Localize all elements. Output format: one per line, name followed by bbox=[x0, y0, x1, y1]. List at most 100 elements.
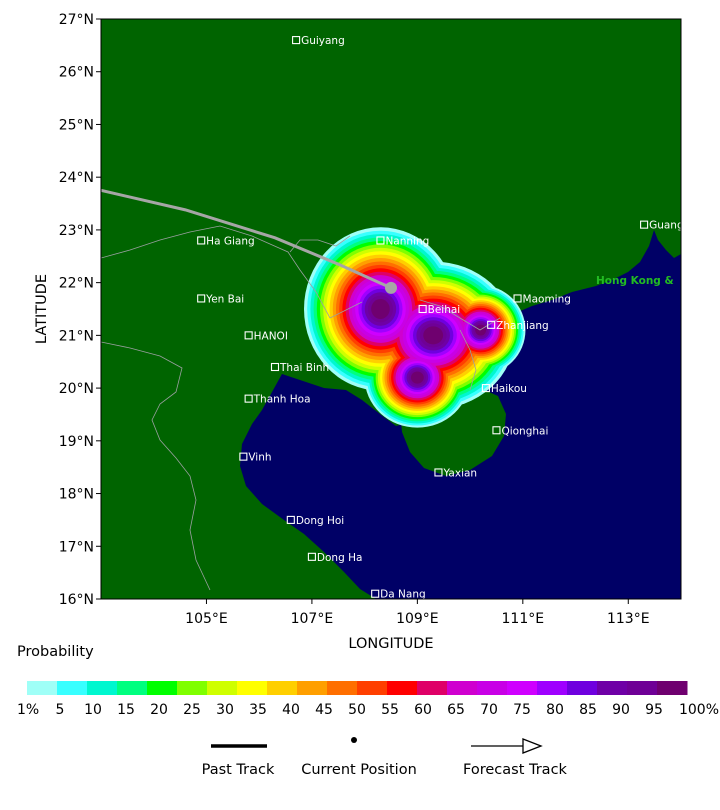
city-label: Thai Binh bbox=[279, 362, 329, 374]
city-label: Haikou bbox=[491, 383, 527, 395]
colorbar-swatch bbox=[537, 681, 568, 695]
longitude-axis: 105°E 107°E 109°E 111°E 113°E bbox=[185, 599, 650, 627]
colorbar-label: 40 bbox=[282, 702, 300, 718]
x-axis-title: LONGITUDE bbox=[348, 636, 433, 652]
lat-tick-label: 21°N bbox=[59, 328, 94, 344]
city-label: Yaxian bbox=[442, 467, 477, 479]
colorbar-label: 20 bbox=[150, 702, 168, 718]
colorbar-label: 25 bbox=[183, 702, 201, 718]
city-label: Da Nang bbox=[380, 589, 425, 601]
city-label: HANOI bbox=[254, 330, 288, 342]
colorbar-label: 5 bbox=[56, 702, 65, 718]
colorbar-swatch bbox=[627, 681, 658, 695]
city-label: Dong Hoi bbox=[296, 515, 344, 527]
colorbar-label: 50 bbox=[348, 702, 366, 718]
city-marker bbox=[640, 220, 649, 229]
city-marker bbox=[487, 320, 496, 329]
colorbar-swatch bbox=[657, 681, 688, 695]
colorbar-swatch bbox=[597, 681, 628, 695]
current-position-key-label: Current Position bbox=[301, 762, 417, 778]
colorbar-swatch bbox=[237, 681, 268, 695]
colorbar-label: 75 bbox=[513, 702, 531, 718]
current-position-key-dot bbox=[351, 737, 357, 743]
past-track-key-label: Past Track bbox=[202, 762, 275, 778]
lat-tick-label: 25°N bbox=[59, 117, 94, 133]
city-label: Beihai bbox=[428, 304, 461, 316]
city-marker bbox=[197, 294, 206, 303]
lat-tick-label: 23°N bbox=[59, 223, 94, 239]
city-marker bbox=[244, 394, 253, 403]
lat-tick-label: 24°N bbox=[59, 170, 94, 186]
probability-band bbox=[423, 326, 444, 345]
colorbar-swatch bbox=[207, 681, 238, 695]
colorbar-swatch bbox=[267, 681, 298, 695]
colorbar-label: 95 bbox=[645, 702, 663, 718]
colorbar-label: 1% bbox=[17, 702, 39, 718]
city-label: Guangzhou bbox=[649, 220, 709, 232]
colorbar-swatch bbox=[417, 681, 448, 695]
city-marker bbox=[286, 515, 295, 524]
probability-swath bbox=[304, 227, 526, 428]
lat-tick-label: 18°N bbox=[59, 487, 94, 503]
city-label: Nanning bbox=[385, 235, 429, 247]
colorbar-label: 45 bbox=[315, 702, 333, 718]
legend-title: Probability bbox=[17, 644, 94, 660]
colorbar-label: 70 bbox=[480, 702, 498, 718]
lat-tick-label: 27°N bbox=[59, 12, 94, 28]
colorbar-swatch bbox=[567, 681, 598, 695]
city-marker bbox=[481, 384, 490, 393]
colorbar-label: 100% bbox=[679, 702, 719, 718]
city-marker bbox=[376, 236, 385, 245]
city-label: Zhanjiang bbox=[496, 320, 549, 332]
colorbar-swatch bbox=[87, 681, 118, 695]
colorbar-label: 10 bbox=[84, 702, 102, 718]
probability-colorbar bbox=[27, 681, 688, 695]
lat-tick-label: 20°N bbox=[59, 381, 94, 397]
colorbar-swatch bbox=[327, 681, 358, 695]
colorbar-swatch bbox=[117, 681, 148, 695]
colorbar-swatch bbox=[477, 681, 508, 695]
colorbar-swatch bbox=[147, 681, 178, 695]
lon-tick-label: 105°E bbox=[185, 611, 228, 627]
probability-band bbox=[410, 371, 424, 384]
map-plot-area: Guiyang Nanning Ha Giang Guangzhou Yen Bai Be… bbox=[101, 19, 709, 601]
city-marker bbox=[492, 426, 501, 435]
forecast-track-key-label: Forecast Track bbox=[463, 762, 568, 778]
city-marker bbox=[270, 362, 280, 372]
city-label: Vinh bbox=[248, 452, 271, 464]
colorbar-label: 55 bbox=[381, 702, 399, 718]
city-marker bbox=[244, 331, 253, 340]
city-label: Thanh Hoa bbox=[253, 394, 311, 406]
colorbar-label: 60 bbox=[414, 702, 432, 718]
colorbar-label: 30 bbox=[216, 702, 234, 718]
lat-tick-label: 26°N bbox=[59, 65, 94, 81]
city-marker bbox=[239, 452, 248, 461]
country-borders bbox=[101, 225, 501, 591]
lat-tick-label: 17°N bbox=[59, 539, 94, 555]
current-position-marker bbox=[385, 281, 397, 294]
city-label: Yen Bai bbox=[205, 293, 244, 305]
map-frame bbox=[100, 18, 682, 600]
colorbar-label: 35 bbox=[249, 702, 267, 718]
colorbar-labels: 1% 5 10 15 20 25 30 35 40 45 50 55 60 65 70 75 80 85 90 95 1… bbox=[17, 702, 719, 718]
city-label: Qionghai bbox=[501, 425, 548, 437]
city-marker bbox=[434, 468, 443, 477]
colorbar-swatch bbox=[357, 681, 388, 695]
y-axis-title: LATITUDE bbox=[34, 274, 50, 344]
colorbar-label: 90 bbox=[612, 702, 630, 718]
lon-tick-label: 109°E bbox=[396, 611, 439, 627]
lat-tick-label: 16°N bbox=[59, 592, 94, 608]
colorbar-swatch bbox=[177, 681, 208, 695]
colorbar-swatch bbox=[27, 681, 58, 695]
city-label: Dong Ha bbox=[317, 552, 363, 564]
lat-tick-label: 22°N bbox=[59, 276, 94, 292]
lat-tick-label: 19°N bbox=[59, 434, 94, 450]
city-marker bbox=[307, 552, 316, 561]
city-marker bbox=[371, 589, 380, 598]
probability-band bbox=[371, 299, 390, 319]
colorbar-swatch bbox=[387, 681, 418, 695]
track-key-forecast: Forecast Track bbox=[463, 738, 568, 778]
lon-tick-label: 111°E bbox=[502, 611, 545, 627]
colorbar-label: 65 bbox=[447, 702, 465, 718]
